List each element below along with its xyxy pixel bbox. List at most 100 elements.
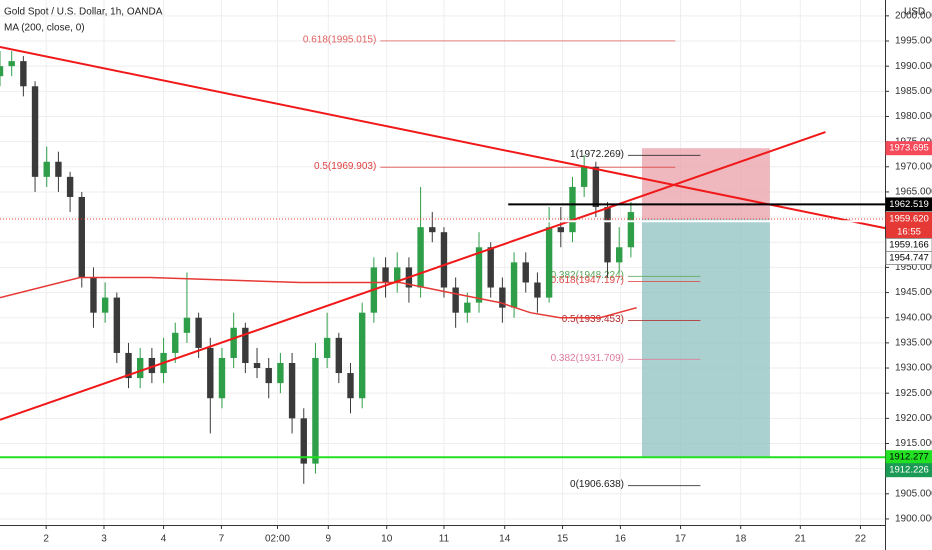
- fib-label: 1(1972.269): [570, 149, 624, 160]
- x-tick-label: 14: [499, 534, 511, 545]
- candle-body: [66, 176, 74, 197]
- countdown-tag: [886, 225, 932, 239]
- candle-body: [55, 161, 62, 177]
- price-tag-label: 1954.747: [889, 253, 929, 264]
- candle-body: [218, 357, 226, 399]
- candle-body: [277, 362, 284, 384]
- candle-body: [382, 267, 389, 283]
- y-tick-label: 1980.000: [895, 111, 932, 122]
- price-tag-label: 1912.226: [889, 465, 929, 476]
- candle-body: [545, 227, 553, 298]
- candle-body: [347, 373, 354, 399]
- candle-body: [534, 282, 541, 298]
- candle-body: [358, 312, 366, 399]
- fib-label: 0.382(1948.224): [551, 270, 624, 281]
- candle-body: [475, 247, 483, 303]
- y-tick-label: 1950.000: [895, 262, 932, 273]
- price-tag: [885, 251, 932, 266]
- candle-body: [172, 332, 179, 353]
- x-tick-label: 18: [735, 534, 747, 545]
- candle-body: [312, 357, 319, 464]
- y-tick-label: 1940.000: [895, 312, 932, 323]
- fib-label: 0.618(1995.015): [303, 35, 376, 46]
- trendline: [0, 46, 886, 230]
- candle-body: [8, 61, 15, 67]
- candle-body: [195, 317, 202, 348]
- x-tick-label: 10: [381, 534, 393, 545]
- candle-body: [580, 166, 588, 187]
- target-zone: [641, 219, 770, 458]
- price-tag: [885, 197, 932, 212]
- y-tick-label: 1920.000: [895, 413, 932, 424]
- candle-body: [569, 186, 576, 233]
- fib-label: 0(1906.638): [570, 479, 624, 490]
- x-tick-label: 22: [855, 534, 867, 545]
- candle-body: [230, 327, 237, 358]
- trendline: [0, 131, 826, 421]
- y-tick-label: 1945.000: [895, 287, 932, 298]
- countdown-label: 16:55: [897, 227, 921, 238]
- x-tick-label: 11: [439, 534, 450, 545]
- candle-body: [300, 418, 307, 464]
- candle-body: [335, 337, 343, 374]
- moving-average: [0, 276, 637, 319]
- candle-body: [31, 86, 39, 177]
- candle-body: [464, 302, 471, 313]
- candle-body: [440, 232, 448, 288]
- price-tag-label: 1912.277: [889, 452, 929, 463]
- x-tick-label: 16: [615, 534, 627, 545]
- fib-label: 0.5(1969.903): [314, 161, 376, 172]
- price-tag-label: 1959.620: [889, 214, 929, 225]
- y-tick-label: 1905.000: [895, 488, 932, 499]
- candle-body: [557, 227, 564, 233]
- candle-body: [604, 207, 611, 263]
- candle-body: [265, 368, 272, 384]
- x-tick-label: 15: [557, 534, 569, 545]
- candle-body: [616, 247, 623, 263]
- y-tick-label: 2000.000: [895, 10, 932, 21]
- candle-body: [90, 277, 97, 313]
- price-tag-label: 1973.695: [889, 143, 929, 154]
- candle-body: [627, 212, 635, 248]
- x-tick-label: 02:00: [265, 534, 290, 545]
- fib-label: 0.382(1931.709): [551, 353, 624, 364]
- price-tag: [885, 463, 932, 478]
- price-tag-label: 1962.519: [889, 199, 929, 210]
- chart-title: Gold Spot / U.S. Dollar, 1h, OANDA: [4, 7, 163, 18]
- candle-body: [136, 357, 144, 379]
- fib-label: 0.618(1947.197): [551, 275, 624, 286]
- y-tick-label: 1900.000: [895, 514, 932, 525]
- x-tick-label: 7: [219, 534, 225, 545]
- candle-body: [43, 161, 50, 177]
- y-tick-label: 1935.000: [895, 338, 932, 349]
- candle-body: [288, 362, 296, 419]
- y-tick-label: 1990.000: [895, 61, 932, 72]
- candle-body: [429, 227, 436, 233]
- y-tick-label: 1925.000: [895, 388, 932, 399]
- x-tick-label: 17: [675, 534, 687, 545]
- candle-body: [207, 347, 214, 399]
- candle-body: [487, 247, 494, 288]
- x-tick-label: 21: [795, 534, 807, 545]
- y-tick-label: 1915.000: [895, 438, 932, 449]
- y-tick-label: 1965.000: [895, 187, 932, 198]
- x-tick-label: 3: [101, 534, 107, 545]
- candle-body: [253, 362, 261, 369]
- candle-body: [323, 337, 331, 358]
- candle-body: [78, 196, 85, 278]
- x-tick-label: 9: [326, 534, 332, 545]
- fib-label: 0.5(1939.453): [562, 314, 624, 325]
- candle-body: [20, 61, 27, 87]
- candle-body: [592, 166, 600, 208]
- candle-body: [148, 357, 156, 374]
- candle-body: [417, 227, 424, 288]
- candle-body: [0, 66, 4, 77]
- candle-body: [510, 262, 518, 308]
- currency-label: USD: [904, 7, 925, 18]
- y-tick-label: 1985.000: [895, 86, 932, 97]
- y-tick-label: 1995.000: [895, 36, 932, 47]
- price-tag: [885, 141, 932, 156]
- x-tick-label: 4: [161, 534, 167, 545]
